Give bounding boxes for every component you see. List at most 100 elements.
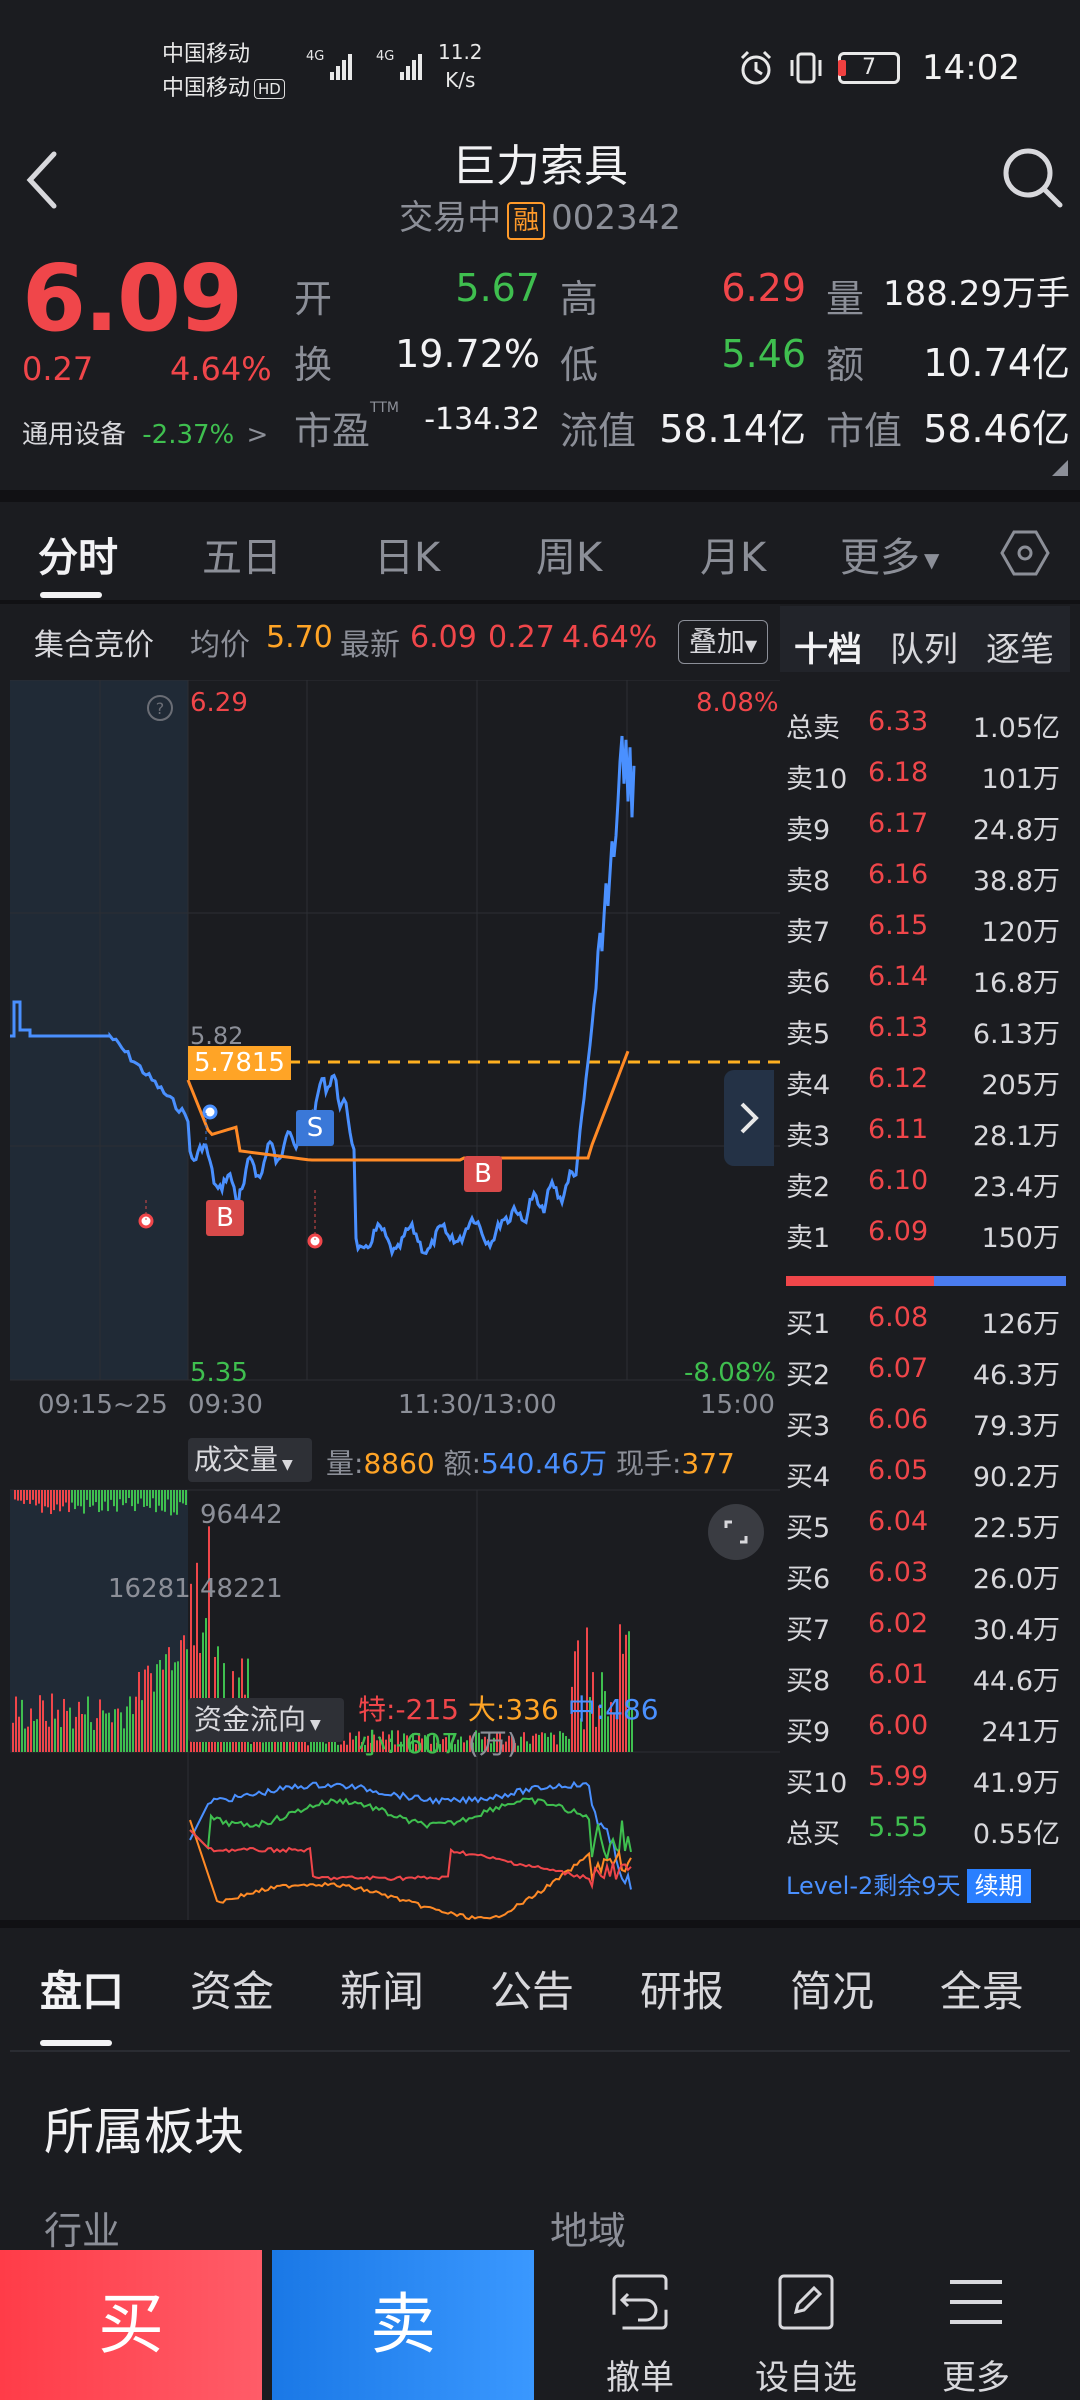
volume-bar — [75, 1716, 77, 1752]
bid-row[interactable]: 买3 6.06 79.3万 — [786, 1394, 1066, 1445]
cancel-order-button[interactable]: 撤单 — [550, 2250, 730, 2400]
level-volume: 23.4万 — [972, 1172, 1060, 1203]
vol-mid-label: 48221 — [200, 1574, 283, 1604]
volume-bar — [448, 1733, 450, 1752]
volume-bar — [196, 1562, 198, 1752]
clock: 14:02 — [922, 48, 1020, 88]
x-tick-noon: 11:30/13:00 — [398, 1390, 557, 1420]
volume-bar — [80, 1490, 82, 1507]
total-buy-row[interactable]: 总买 5.55 0.55亿 — [786, 1802, 1066, 1853]
volume-bar — [505, 1741, 507, 1752]
volume-bar — [170, 1490, 172, 1516]
ask-row[interactable]: 卖2 6.10 23.4万 — [786, 1155, 1066, 1206]
fullscreen-button[interactable] — [708, 1504, 764, 1560]
ask-row[interactable]: 卖5 6.13 6.13万 — [786, 1002, 1066, 1053]
ask-row[interactable]: 卖6 6.14 16.8万 — [786, 951, 1066, 1002]
ask-row[interactable]: 卖7 6.15 120万 — [786, 900, 1066, 951]
tab-queue[interactable]: 队列 — [890, 630, 958, 670]
tab-weekly-k[interactable]: 周K — [536, 535, 603, 581]
volume-bar — [51, 1693, 53, 1752]
volume-bar — [313, 1738, 315, 1752]
ask-row[interactable]: 卖9 6.17 24.8万 — [786, 798, 1066, 849]
sell-marker[interactable]: S — [296, 1110, 334, 1146]
tab-profile[interactable]: 简况 — [790, 1967, 875, 2016]
tab-research[interactable]: 研报 — [640, 1967, 725, 2016]
tab-handicap[interactable]: 盘口 — [40, 1967, 125, 2016]
volume-bar — [307, 1745, 309, 1752]
y-axis-bottom: 5.35 — [190, 1358, 248, 1388]
bid-row[interactable]: 买7 6.02 30.4万 — [786, 1598, 1066, 1649]
volume-bar — [490, 1743, 492, 1752]
tab-monthly-k[interactable]: 月K — [700, 535, 767, 581]
volume-bar — [105, 1713, 107, 1752]
tab-overview[interactable]: 全景 — [940, 1967, 1025, 2016]
back-icon[interactable] — [20, 148, 64, 212]
more-button[interactable]: 更多 — [886, 2250, 1066, 2400]
tab-funds[interactable]: 资金 — [190, 1967, 275, 2016]
ask-row[interactable]: 卖3 6.11 28.1万 — [786, 1104, 1066, 1155]
volume-bar — [174, 1662, 176, 1752]
tab-more[interactable]: 更多 ▼ — [840, 525, 939, 583]
tab-five-day[interactable]: 五日 — [202, 535, 282, 581]
settings-hex-icon[interactable] — [1000, 528, 1050, 578]
expand-corner-icon[interactable] — [1050, 458, 1070, 478]
volume-bar — [349, 1732, 351, 1752]
level-label: 买6 — [786, 1564, 831, 1595]
volume-bar — [298, 1733, 300, 1752]
bid-row[interactable]: 买9 6.00 241万 — [786, 1700, 1066, 1751]
speed-value: 11.2 — [438, 40, 483, 64]
buy-marker[interactable]: B — [206, 1200, 244, 1236]
ask-row[interactable]: 卖8 6.16 38.8万 — [786, 849, 1066, 900]
tab-daily-k[interactable]: 日K — [374, 535, 441, 581]
tab-intraday[interactable]: 分时 — [38, 535, 118, 581]
add-watchlist-button[interactable]: 设自选 — [716, 2250, 896, 2400]
buy-marker-2[interactable]: B — [464, 1156, 502, 1192]
volume-bar — [42, 1700, 44, 1752]
volume-bar — [158, 1490, 160, 1506]
bid-row[interactable]: 买1 6.08 126万 — [786, 1292, 1066, 1343]
bid-row[interactable]: 买5 6.04 22.5万 — [786, 1496, 1066, 1547]
level-price: 6.12 — [868, 1063, 929, 1094]
volume-bar — [179, 1490, 181, 1503]
fund-flow-label: 资金流向 — [194, 1703, 307, 1736]
tab-tick[interactable]: 逐笔 — [986, 630, 1054, 670]
bid-row[interactable]: 买6 6.03 26.0万 — [786, 1547, 1066, 1598]
help-icon[interactable]: ? — [146, 694, 174, 722]
tab-ten-levels[interactable]: 十档 — [794, 630, 862, 670]
fund-flow-selector[interactable]: 资金流向 ▼ — [188, 1698, 344, 1742]
expand-panel-button[interactable] — [724, 1070, 774, 1166]
bid-row[interactable]: 买10 5.99 41.9万 — [786, 1751, 1066, 1802]
add-watchlist-label: 设自选 — [755, 2358, 857, 2398]
search-icon[interactable] — [1000, 145, 1066, 211]
ask-row[interactable]: 卖1 6.09 150万 — [786, 1206, 1066, 1257]
level-price: 6.16 — [868, 859, 929, 890]
volume-bar — [119, 1490, 121, 1500]
level-label: 卖1 — [786, 1223, 831, 1254]
tab-news[interactable]: 新闻 — [340, 1967, 425, 2016]
total-sell-row[interactable]: 总卖 6.33 1.05亿 — [786, 696, 1066, 747]
volume-bar — [589, 1697, 591, 1752]
renew-button[interactable]: 续期 — [966, 1869, 1031, 1903]
tab-announcements[interactable]: 公告 — [490, 1967, 575, 2016]
ask-row[interactable]: 卖4 6.12 205万 — [786, 1053, 1066, 1104]
volume-bar — [499, 1733, 501, 1752]
status-bar: 中国移动 中国移动 HD 4G 4G 11.2 K/s 7 14:02 — [0, 0, 1080, 130]
buy-button[interactable]: 买 — [0, 2250, 262, 2400]
bid-row[interactable]: 买4 6.05 90.2万 — [786, 1445, 1066, 1496]
ask-row[interactable]: 卖10 6.18 101万 — [786, 747, 1066, 798]
intraday-chart[interactable] — [10, 680, 780, 1920]
volume-bar — [361, 1742, 363, 1752]
bid-row[interactable]: 买8 6.01 44.6万 — [786, 1649, 1066, 1700]
volume-bar — [295, 1737, 297, 1752]
sell-button[interactable]: 卖 — [272, 2250, 534, 2400]
volume-bar — [155, 1490, 157, 1513]
volume-bar — [144, 1669, 146, 1752]
volume-bar — [250, 1743, 252, 1752]
bid-row[interactable]: 买2 6.07 46.3万 — [786, 1343, 1066, 1394]
level-price: 6.01 — [868, 1659, 929, 1690]
volume-selector[interactable]: 成交量 ▼ — [188, 1438, 312, 1482]
overlay-button[interactable]: 叠加▼ — [678, 620, 768, 664]
sector-link[interactable]: 通用设备 -2.37% > — [22, 414, 268, 451]
volume-bar — [176, 1490, 178, 1515]
volume-bar — [125, 1490, 127, 1504]
